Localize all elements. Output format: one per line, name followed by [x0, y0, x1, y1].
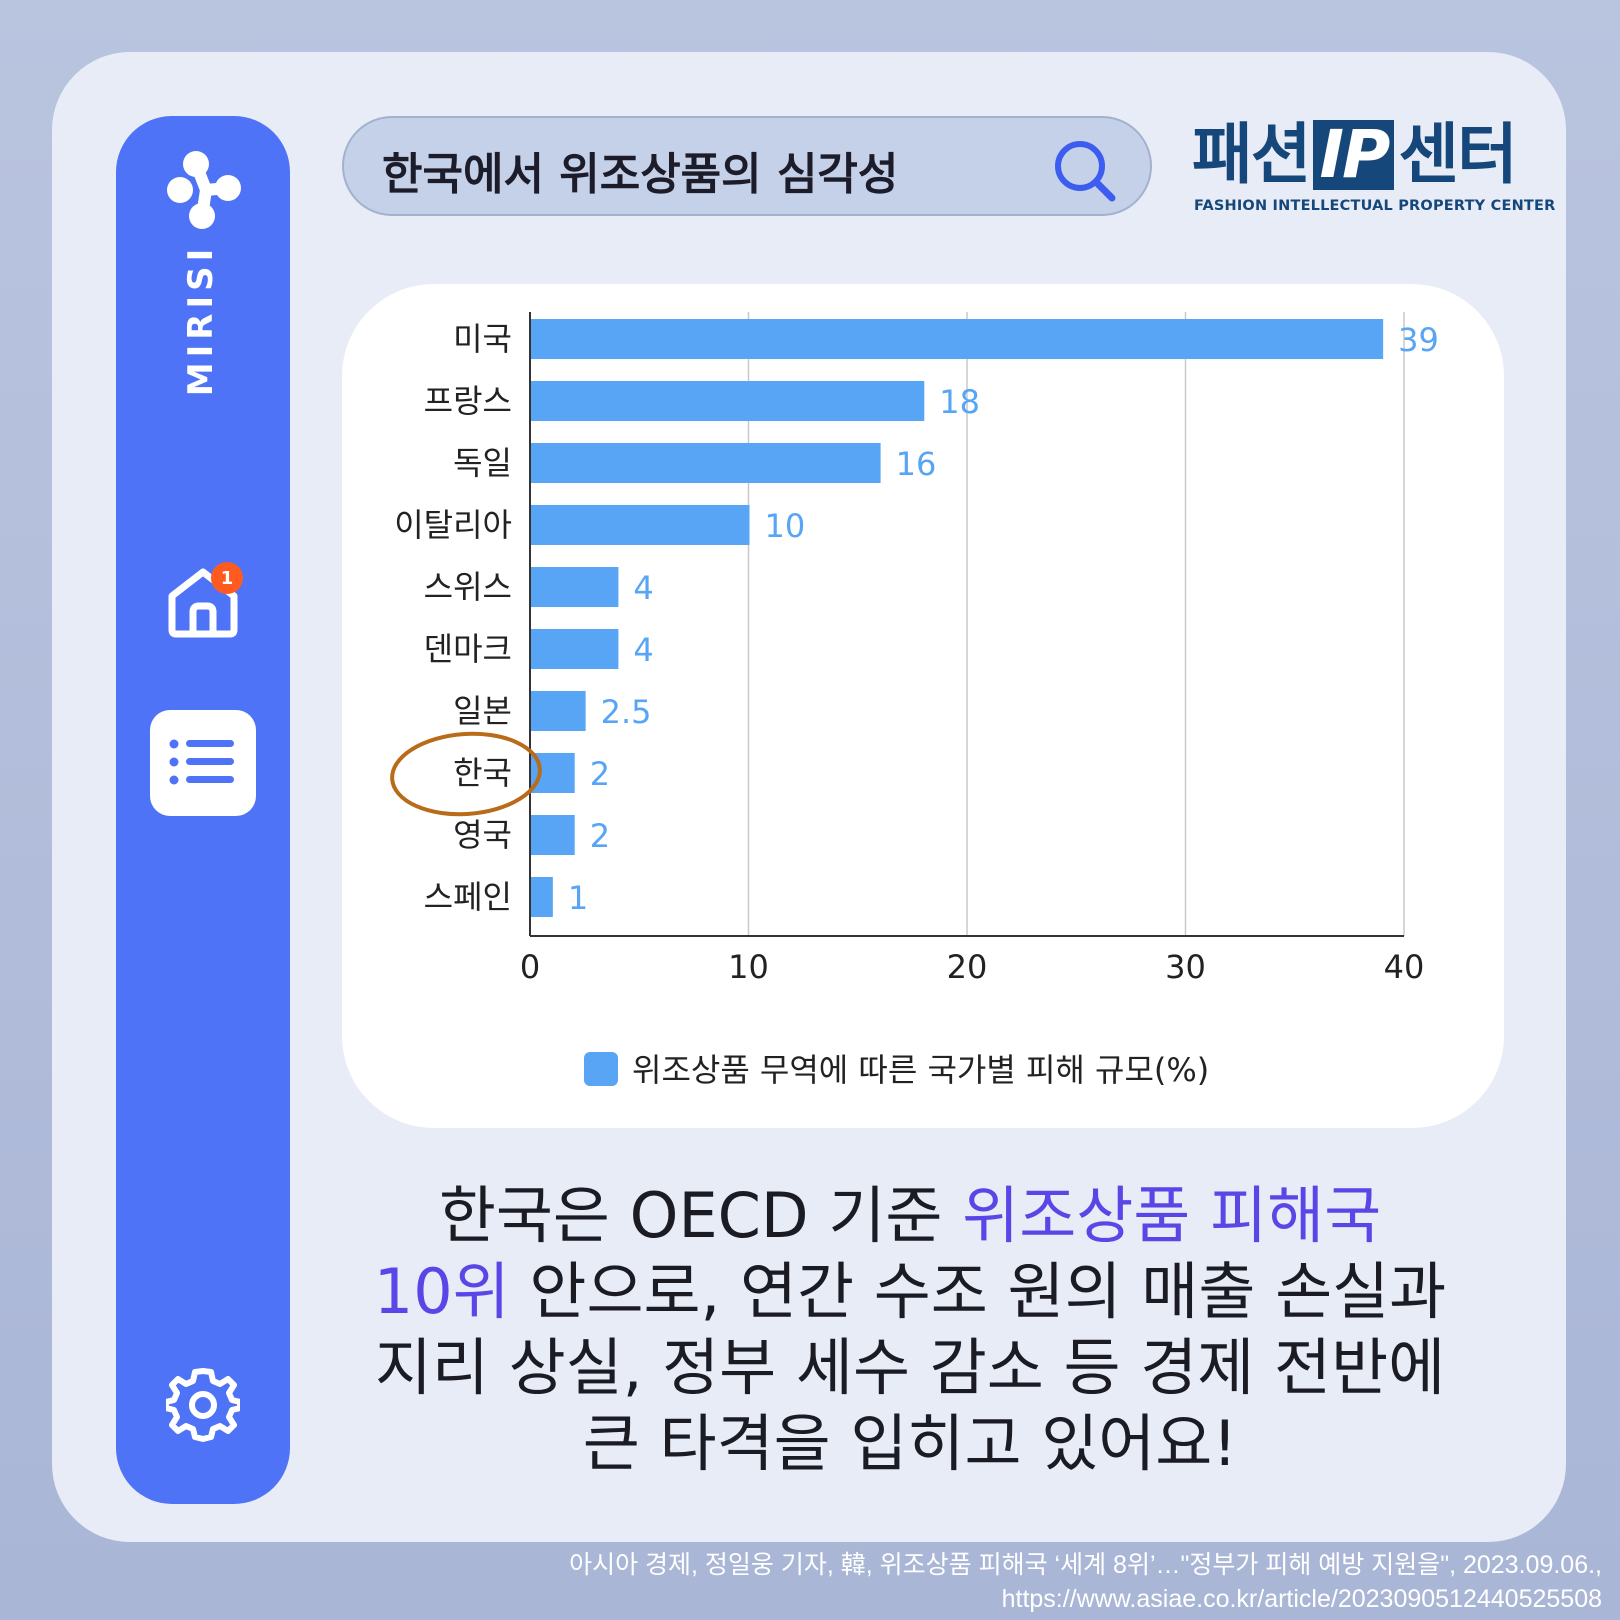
bar [531, 629, 619, 669]
data-label: 18 [939, 383, 980, 421]
category-label: 영국 [453, 816, 512, 854]
list-nav-button[interactable] [150, 710, 256, 816]
data-label: 2 [590, 755, 610, 793]
bar [531, 319, 1384, 359]
category-label: 독일 [453, 444, 512, 482]
bar [531, 381, 925, 421]
bar [531, 815, 575, 855]
search-bar[interactable]: 한국에서 위조상품의 심각성 [342, 116, 1152, 216]
logo-text-left: 패션 [1192, 116, 1311, 193]
data-label: 4 [633, 569, 653, 607]
home-icon[interactable] [166, 566, 240, 638]
data-label: 2 [590, 817, 610, 855]
x-tick-label: 0 [520, 948, 540, 986]
list-icon [169, 739, 234, 785]
legend-swatch [584, 1052, 618, 1086]
caption-line1-a: 한국은 OECD 기준 [438, 1179, 963, 1252]
data-label: 39 [1398, 321, 1439, 359]
caption: 한국은 OECD 기준 위조상품 피해국 10위 안으로, 연간 수조 원의 매… [330, 1178, 1490, 1482]
category-label: 미국 [453, 320, 512, 358]
caption-line2-highlight: 10위 [373, 1255, 510, 1328]
source-line1: 아시아 경제, 정일웅 기자, 韓, 위조상품 피해국 ‘세계 8위’…"정부가… [569, 1551, 1602, 1579]
source-citation: 아시아 경제, 정일웅 기자, 韓, 위조상품 피해국 ‘세계 8위’…"정부가… [569, 1548, 1602, 1616]
bar [531, 691, 586, 731]
search-icon[interactable] [1052, 138, 1118, 204]
category-label: 일본 [453, 692, 512, 730]
fashion-ip-center-logo: 패션 IP 센터 FASHION INTELLECTUAL PROPERTY CEN… [1192, 116, 1555, 222]
x-tick-label: 30 [1165, 948, 1206, 986]
highlight-circle [390, 731, 542, 817]
home-notification-badge: 1 [211, 562, 243, 594]
logo-text-right: 센터 [1398, 116, 1517, 193]
bars [531, 319, 1384, 917]
legend-label: 위조상품 무역에 따른 국가별 피해 규모(%) [632, 1051, 1209, 1089]
source-url[interactable]: https://www.asiae.co.kr/article/20230905… [1001, 1585, 1602, 1613]
brand-logo-icon [167, 151, 241, 229]
x-tick-label: 40 [1384, 948, 1425, 986]
x-tick-labels: 0 10 20 30 40 [520, 948, 1425, 986]
caption-line3: 지리 상실, 정부 세수 감소 등 경제 전반에 [374, 1331, 1446, 1404]
logo-ip-mark: IP [1313, 120, 1395, 190]
caption-line2-b: 안으로, 연간 수조 원의 매출 손실과 [509, 1255, 1447, 1328]
data-label: 4 [633, 631, 653, 669]
bar [531, 505, 750, 545]
caption-line4: 큰 타격을 입히고 있어요! [582, 1407, 1238, 1480]
caption-line1-highlight: 위조상품 피해국 [962, 1179, 1382, 1252]
bar [531, 877, 553, 917]
category-label: 스페인 [424, 878, 512, 916]
category-label: 덴마크 [424, 630, 512, 668]
data-label: 1 [568, 879, 588, 917]
category-label: 스위스 [424, 568, 512, 606]
bar [531, 443, 881, 483]
brand-name: MIRISI [181, 243, 221, 397]
search-query: 한국에서 위조상품의 심각성 [382, 149, 899, 200]
data-label: 2.5 [601, 693, 652, 731]
category-label: 이탈리아 [394, 506, 512, 544]
gear-icon[interactable] [166, 1368, 240, 1442]
bar [531, 567, 619, 607]
data-label: 10 [765, 507, 806, 545]
category-label: 프랑스 [424, 382, 512, 420]
x-tick-label: 10 [728, 948, 769, 986]
logo-subtitle: FASHION INTELLECTUAL PROPERTY CENTER [1194, 198, 1556, 214]
x-tick-label: 20 [947, 948, 988, 986]
category-label: 한국 [453, 754, 512, 792]
data-label: 16 [896, 445, 937, 483]
axes [529, 312, 1404, 937]
